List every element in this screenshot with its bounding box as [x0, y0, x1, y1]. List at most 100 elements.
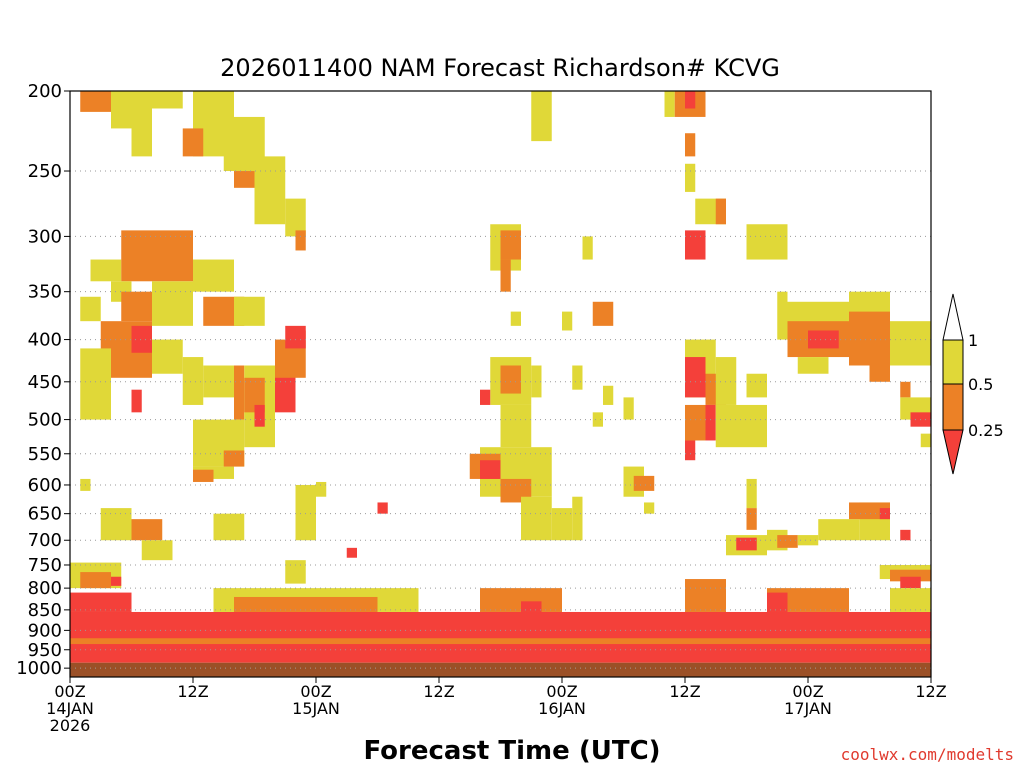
ri-cell-low — [131, 389, 142, 413]
ytick-label-850: 850 — [28, 600, 62, 621]
ri-cell-mid — [70, 638, 931, 645]
xtick-label-1-1: 12Z — [177, 682, 208, 701]
credit-link[interactable]: coolwx.com/modelts — [841, 745, 1014, 764]
ground-layer — [70, 662, 931, 677]
ri-cell-high — [295, 484, 316, 541]
xtick-label-2-1: 00Z — [300, 682, 331, 701]
ri-cell-high — [141, 540, 173, 561]
xtick-label-0-1: 00Z — [54, 682, 85, 701]
legend-bin-below-0.25 — [942, 429, 964, 475]
ytick-label-550: 550 — [28, 444, 62, 465]
ri-cell-mid — [80, 91, 111, 112]
ri-cell-low — [685, 440, 696, 461]
pressure-gridlines — [70, 170, 931, 669]
ri-cell-high — [920, 433, 931, 448]
ri-cell-mid — [685, 404, 706, 441]
ytick-label-1000: 1000 — [16, 658, 62, 679]
ri-cell-low — [70, 592, 132, 612]
ri-cell-mid — [500, 230, 521, 260]
legend-label-0.5: 0.5 — [968, 375, 993, 394]
ri-cell-low — [111, 576, 122, 586]
ri-cell-low — [879, 508, 890, 520]
ri-cell-high — [746, 478, 757, 509]
ri-cell-high — [510, 311, 521, 326]
ri-cell-mid — [193, 469, 214, 482]
xtick-label-5-1: 12Z — [669, 682, 700, 701]
ri-cell-low — [377, 502, 388, 514]
ri-cell-low — [705, 404, 716, 441]
x-axis-label: Forecast Time (UTC) — [363, 736, 660, 766]
ri-cell-high — [234, 296, 265, 326]
ri-cell-mid — [500, 365, 521, 394]
ri-cell-mid — [121, 291, 152, 322]
ytick-label-950: 950 — [28, 640, 62, 661]
ytick-label-400: 400 — [28, 330, 62, 351]
ri-cell-high — [316, 481, 327, 497]
ri-cell-mid — [592, 301, 614, 326]
xtick-label-3-1: 12Z — [423, 682, 454, 701]
ri-cell-mid — [869, 339, 890, 382]
ri-cell-mid — [80, 572, 111, 589]
ri-cell-high — [111, 91, 132, 129]
ri-cell-mid — [131, 519, 163, 541]
xtick-label-6-2: 17JAN — [784, 699, 832, 718]
ytick-label-300: 300 — [28, 226, 62, 247]
ytick-label-750: 750 — [28, 555, 62, 576]
ri-cell-high — [193, 259, 234, 292]
ytick-label-650: 650 — [28, 504, 62, 525]
ri-cell-high — [131, 91, 183, 109]
ri-cell-low — [285, 325, 306, 349]
ri-cell-mid — [234, 596, 378, 612]
ri-cell-high — [818, 519, 860, 541]
ri-cell-high — [623, 397, 634, 420]
ri-cell-high — [572, 365, 583, 390]
xtick-label-4-1: 00Z — [546, 682, 577, 701]
legend-bin-0.25-0.5 — [942, 383, 964, 431]
ri-cell-high — [531, 91, 552, 142]
ri-cell-low — [685, 91, 696, 109]
ri-cell-high — [890, 588, 931, 612]
ri-cell-high — [152, 339, 183, 374]
ytick-label-350: 350 — [28, 282, 62, 303]
ri-cell-high — [203, 365, 234, 398]
ri-cell-high — [582, 236, 593, 260]
ri-cell-mid — [715, 198, 726, 225]
ri-cell-low — [736, 537, 757, 551]
ri-cell-mid — [121, 230, 193, 282]
ri-cell-high — [592, 412, 603, 427]
ri-cell-mid — [500, 478, 532, 503]
ri-cell-low — [685, 357, 706, 398]
ytick-label-900: 900 — [28, 620, 62, 641]
ri-cell-high — [500, 404, 532, 448]
ri-cell-high — [521, 496, 552, 541]
ytick-label-500: 500 — [28, 410, 62, 431]
ytick-label-600: 600 — [28, 475, 62, 496]
ri-cell-low — [131, 325, 152, 353]
legend-label-1: 1 — [968, 331, 978, 350]
ri-cell-mid — [182, 128, 204, 157]
ri-cell-high — [254, 156, 286, 225]
ri-cell-mid — [295, 230, 306, 251]
ri-cell-high — [715, 404, 767, 448]
color-legend: 1 0.5 0.25 — [942, 293, 1004, 475]
xtick-label-0-2: 14JAN — [46, 699, 94, 718]
ri-cell-low — [70, 611, 931, 663]
ri-cell-high — [562, 311, 573, 331]
ri-cell-mid — [777, 535, 798, 548]
legend-bin-0.5-1 — [942, 339, 964, 385]
ri-cell-mid — [746, 508, 757, 530]
ytick-label-700: 700 — [28, 530, 62, 551]
ri-cell-mid — [685, 133, 696, 157]
ri-cell-high — [285, 560, 306, 584]
ri-cell-high — [890, 321, 931, 366]
ri-cell-high — [285, 198, 306, 237]
ri-cell-high — [685, 163, 696, 192]
xtick-label-6-1: 00Z — [792, 682, 823, 701]
ytick-label-250: 250 — [28, 161, 62, 182]
ri-cell-high — [531, 365, 542, 398]
ri-cell-high — [603, 385, 614, 405]
ri-cell-mid — [890, 569, 931, 582]
ri-cell-mid — [633, 475, 655, 491]
ri-cell-high — [572, 496, 583, 541]
